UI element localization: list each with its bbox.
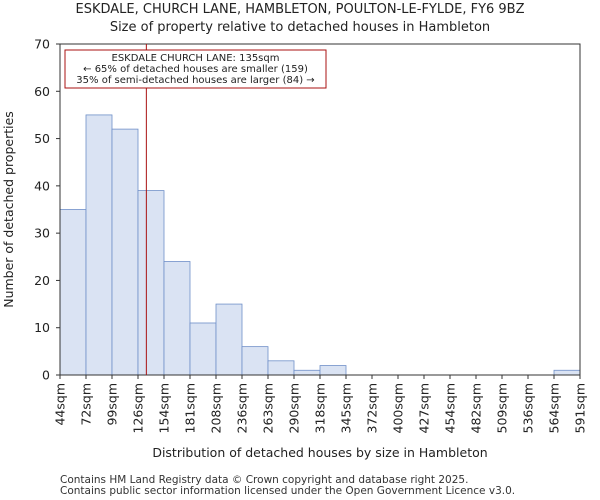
x-tick-label: 427sqm [417, 383, 432, 433]
x-axis-label: Distribution of detached houses by size … [152, 445, 487, 460]
y-tick-label: 60 [34, 84, 50, 99]
y-tick-label: 50 [34, 131, 50, 146]
chart-title-line1: ESKDALE, CHURCH LANE, HAMBLETON, POULTON… [75, 2, 525, 17]
y-axis-label: Number of detached properties [1, 111, 16, 308]
annotation-line3: 35% of semi-detached houses are larger (… [76, 75, 314, 86]
x-tick-label: 482sqm [469, 383, 484, 433]
bar-154sqm [163, 261, 191, 376]
x-tick-label: 208sqm [209, 383, 224, 433]
bar-290sqm [293, 369, 321, 376]
y-tick-label: 20 [34, 273, 50, 288]
bar-44sqm [59, 209, 87, 376]
x-tick-label: 318sqm [313, 383, 328, 433]
footer-licence: Contains public sector information licen… [60, 485, 516, 497]
x-tick-label: 372sqm [365, 383, 380, 433]
bar-72sqm [85, 114, 113, 376]
bar-208sqm [215, 303, 243, 376]
bar-263sqm [267, 360, 295, 376]
y-tick-label: 0 [42, 368, 50, 383]
x-tick-label: 72sqm [79, 383, 94, 426]
y-axis: 0 10 20 30 40 50 60 70 [34, 37, 60, 383]
bar-181sqm [189, 322, 217, 376]
bar-318sqm [319, 365, 347, 376]
x-tick-label: 509sqm [495, 383, 510, 433]
y-tick-label: 70 [34, 37, 50, 52]
x-tick-label: 536sqm [521, 383, 536, 433]
x-tick-label: 126sqm [131, 383, 146, 433]
bar-564sqm [553, 369, 581, 376]
x-tick-label: 454sqm [443, 383, 458, 433]
x-tick-label: 154sqm [157, 383, 172, 433]
bar-126sqm [137, 190, 165, 376]
x-tick-label: 564sqm [547, 383, 562, 433]
bar-236sqm [241, 346, 269, 376]
x-tick-label: 290sqm [287, 383, 302, 433]
x-tick-label: 181sqm [183, 383, 198, 433]
x-tick-label: 263sqm [261, 383, 276, 433]
x-tick-label: 591sqm [573, 383, 588, 433]
y-tick-label: 30 [34, 226, 50, 241]
bars-group [59, 114, 581, 376]
y-tick-label: 40 [34, 178, 50, 193]
annotation-line1: ESKDALE CHURCH LANE: 135sqm [112, 53, 280, 64]
x-tick-label: 236sqm [235, 383, 250, 433]
x-tick-label: 400sqm [391, 383, 406, 433]
x-tick-label: 345sqm [339, 383, 354, 433]
bar-99sqm [111, 128, 139, 376]
annotation-line2: ← 65% of detached houses are smaller (15… [83, 64, 308, 75]
footer-copyright: Contains HM Land Registry data © Crown c… [60, 474, 469, 486]
y-tick-label: 10 [34, 320, 50, 335]
x-tick-label: 99sqm [105, 383, 120, 426]
x-axis: 44sqm 72sqm 99sqm 126sqm 154sqm 181sqm 208sqm 2… [53, 375, 588, 433]
annotation-box: ESKDALE CHURCH LANE: 135sqm ← 65% of det… [64, 49, 327, 89]
x-tick-label: 44sqm [53, 383, 68, 426]
chart-title-line2: Size of property relative to detached ho… [109, 20, 491, 35]
